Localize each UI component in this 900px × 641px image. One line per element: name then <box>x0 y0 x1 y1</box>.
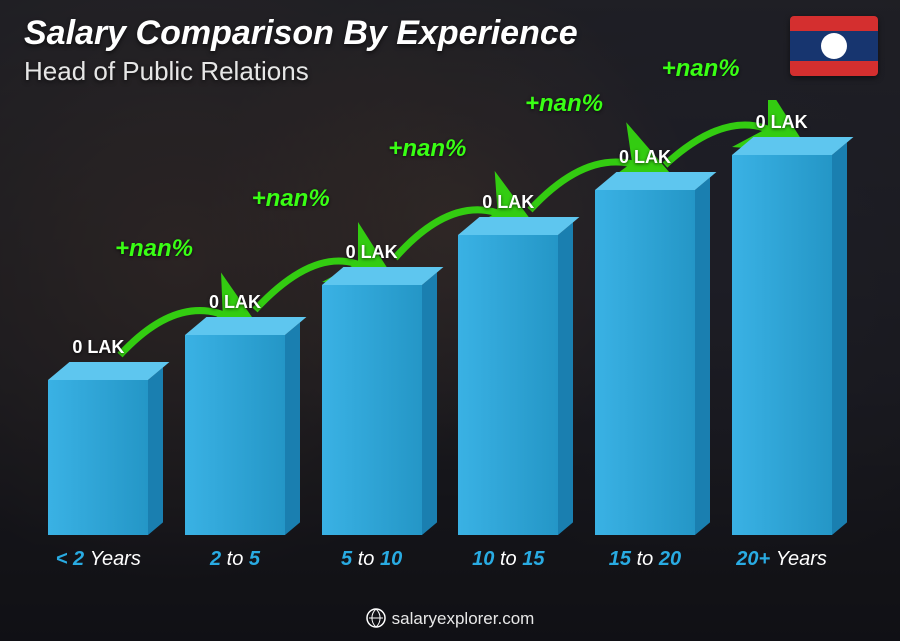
chart-subtitle: Head of Public Relations <box>24 56 309 87</box>
growth-label: +nan% <box>662 55 740 83</box>
bar-value-label: 0 LAK <box>619 147 671 168</box>
bar-slot: 0 LAK+nan% <box>175 100 295 535</box>
bar-value-label: 0 LAK <box>209 292 261 313</box>
bar: 0 LAK+nan% <box>595 190 695 535</box>
bar-side <box>422 272 437 535</box>
bar-value-label: 0 LAK <box>346 242 398 263</box>
bar-slot: 0 LAK+nan% <box>448 100 568 535</box>
bar-value-label: 0 LAK <box>756 112 808 133</box>
bar-front <box>458 235 558 535</box>
bar-top <box>732 137 853 155</box>
bar-top <box>595 172 716 190</box>
bar: 0 LAK+nan% <box>732 155 832 535</box>
bar-front <box>322 285 422 535</box>
bar-side <box>148 367 163 535</box>
x-axis-label: 20+ Years <box>722 548 842 571</box>
bar-slot: 0 LAK <box>38 100 158 535</box>
laos-flag-icon <box>790 16 878 76</box>
growth-label: +nan% <box>525 90 603 118</box>
bar-side <box>558 222 573 535</box>
bar-front <box>185 335 285 535</box>
bar-value-label: 0 LAK <box>72 337 124 358</box>
bar-side <box>695 177 710 535</box>
bar-slot: 0 LAK+nan% <box>312 100 432 535</box>
bar-top <box>322 267 443 285</box>
x-axis-label: < 2 Years <box>38 548 158 571</box>
flag-stripe-red-bottom <box>790 61 878 76</box>
bar-chart: 0 LAK0 LAK+nan%0 LAK+nan%0 LAK+nan%0 LAK… <box>30 100 850 571</box>
footer-text: salaryexplorer.com <box>392 609 535 628</box>
growth-label: +nan% <box>115 235 193 263</box>
bar: 0 LAK+nan% <box>458 235 558 535</box>
x-axis-label: 5 to 10 <box>312 548 432 571</box>
bar-side <box>832 142 847 535</box>
flag-circle <box>821 33 847 59</box>
flag-stripe-red-top <box>790 16 878 31</box>
x-axis-label: 10 to 15 <box>448 548 568 571</box>
bar-top <box>185 317 306 335</box>
footer: salaryexplorer.com <box>0 608 900 629</box>
bar-front <box>48 380 148 535</box>
infographic-canvas: Salary Comparison By Experience Head of … <box>0 0 900 641</box>
growth-label: +nan% <box>252 185 330 213</box>
chart-title: Salary Comparison By Experience <box>24 14 578 53</box>
bar-front <box>732 155 832 535</box>
bar: 0 LAK+nan% <box>322 285 422 535</box>
growth-label: +nan% <box>388 135 466 163</box>
x-axis-labels: < 2 Years 2 to 5 5 to 10 10 to 15 15 to 20 20… <box>30 548 850 571</box>
bar-slot: 0 LAK+nan% <box>585 100 705 535</box>
bar-side <box>285 322 300 535</box>
bar: 0 LAK <box>48 380 148 535</box>
bar-value-label: 0 LAK <box>482 192 534 213</box>
x-axis-label: 15 to 20 <box>585 548 705 571</box>
bar-front <box>595 190 695 535</box>
bar: 0 LAK+nan% <box>185 335 285 535</box>
salaryexplorer-logo-icon <box>366 608 386 628</box>
x-axis-label: 2 to 5 <box>175 548 295 571</box>
bars-container: 0 LAK0 LAK+nan%0 LAK+nan%0 LAK+nan%0 LAK… <box>30 100 850 535</box>
bar-slot: 0 LAK+nan% <box>722 100 842 535</box>
